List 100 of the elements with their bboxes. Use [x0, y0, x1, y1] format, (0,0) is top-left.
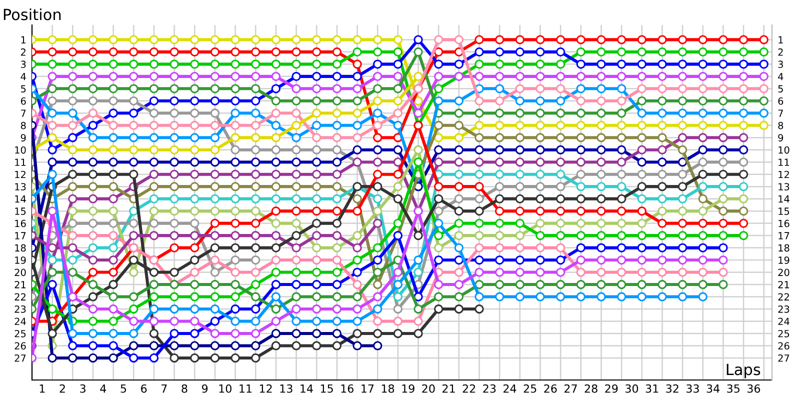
point	[230, 35, 240, 44]
point	[210, 353, 220, 363]
y-tick-label: 27	[14, 354, 26, 362]
point	[352, 230, 362, 240]
point	[393, 120, 403, 130]
point	[271, 35, 281, 44]
point	[414, 255, 423, 265]
point	[129, 328, 138, 338]
point	[210, 304, 220, 314]
point	[292, 206, 301, 216]
point	[536, 206, 545, 216]
point	[637, 194, 646, 204]
point	[108, 292, 118, 302]
point	[170, 328, 179, 338]
point	[414, 304, 423, 314]
point	[698, 280, 708, 290]
point	[678, 268, 688, 277]
x-tick-label: 25	[524, 384, 536, 393]
point	[678, 206, 688, 216]
point	[48, 120, 57, 130]
point	[312, 182, 322, 192]
point	[637, 133, 646, 142]
point	[759, 72, 768, 81]
point	[88, 230, 98, 240]
point	[68, 268, 78, 277]
point	[108, 206, 118, 216]
point	[698, 60, 708, 69]
point	[698, 182, 708, 192]
point	[352, 243, 362, 252]
point	[271, 72, 281, 81]
point	[108, 120, 118, 130]
point	[698, 292, 708, 302]
point	[414, 145, 423, 154]
point	[251, 170, 260, 179]
x-tick-label: 23	[483, 384, 496, 393]
x-tick-label: 12	[260, 384, 272, 393]
point	[637, 292, 646, 302]
point	[292, 328, 301, 338]
point	[230, 120, 240, 130]
point	[738, 72, 748, 81]
point	[108, 96, 118, 106]
point	[251, 47, 260, 57]
point	[637, 206, 646, 216]
point	[616, 255, 626, 265]
x-tick-label: 19	[402, 384, 414, 393]
point	[68, 47, 78, 57]
point	[678, 292, 688, 302]
point	[759, 84, 768, 94]
point	[149, 218, 159, 228]
y2-tick-label: 20	[778, 268, 790, 276]
x-tick-label: 18	[382, 384, 394, 393]
point	[495, 255, 504, 265]
point	[108, 35, 118, 44]
point	[738, 133, 748, 142]
x-tick-label: 8	[182, 384, 188, 393]
point	[292, 170, 301, 179]
point	[759, 47, 768, 57]
point	[576, 206, 586, 216]
point	[312, 255, 322, 265]
point	[434, 243, 444, 252]
point	[190, 328, 200, 338]
point	[292, 341, 301, 350]
point	[48, 47, 57, 57]
point	[88, 304, 98, 314]
point	[556, 47, 566, 57]
point	[474, 60, 484, 69]
point	[738, 182, 748, 192]
point	[190, 133, 200, 142]
point	[68, 218, 78, 228]
point	[68, 133, 78, 142]
point	[129, 108, 138, 118]
point	[230, 133, 240, 142]
point	[596, 145, 606, 154]
point	[332, 328, 342, 338]
point	[515, 72, 524, 81]
point	[536, 170, 545, 179]
point	[454, 230, 464, 240]
y-tick-label: 11	[15, 158, 26, 166]
point	[393, 35, 403, 44]
point	[373, 47, 382, 57]
point	[230, 353, 240, 363]
point	[292, 230, 301, 240]
point	[637, 84, 646, 94]
point	[596, 120, 606, 130]
point	[332, 120, 342, 130]
point	[556, 96, 566, 106]
point	[251, 230, 260, 240]
x-tick-label: 32	[666, 384, 678, 393]
point	[230, 206, 240, 216]
point	[616, 230, 626, 240]
point	[414, 328, 423, 338]
x-tick-label: 16	[341, 384, 354, 393]
point	[312, 292, 322, 302]
point	[698, 145, 708, 154]
point	[637, 182, 646, 192]
point	[658, 35, 667, 44]
point	[738, 170, 748, 179]
point	[170, 182, 179, 192]
point	[738, 96, 748, 106]
point	[596, 280, 606, 290]
